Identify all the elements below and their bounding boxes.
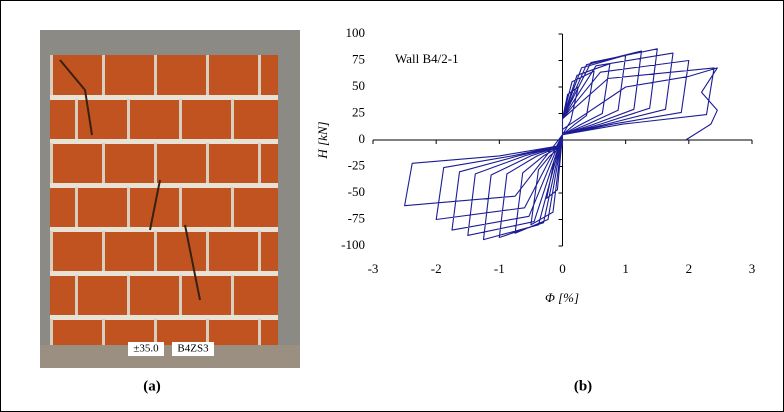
photo: ±35.0 B4ZS3 — [40, 30, 300, 368]
x-tick-label: -1 — [494, 261, 505, 276]
y-tick-label: 75 — [352, 51, 365, 66]
mortar-head — [50, 319, 53, 359]
mortar-head — [154, 319, 157, 359]
photo-label: B4ZS3 — [177, 343, 209, 355]
mortar-head — [154, 143, 157, 183]
x-tick-label: 2 — [686, 261, 693, 276]
y-tick-label: 25 — [352, 104, 365, 119]
y-axis-label: H [kN] — [315, 121, 330, 159]
x-tick-label: 1 — [622, 261, 629, 276]
label-box — [128, 342, 164, 356]
mortar-head — [206, 319, 209, 359]
mortar-head — [206, 231, 209, 271]
mortar-bed — [50, 95, 278, 100]
mortar-head — [50, 143, 53, 183]
mortar-bed — [50, 271, 278, 276]
y-tick-label: 0 — [359, 131, 366, 146]
mortar-head — [258, 55, 261, 95]
mortar-head — [50, 55, 53, 95]
mortar-head — [258, 231, 261, 271]
y-tick-label: 50 — [352, 78, 365, 93]
mortar-head — [127, 275, 130, 315]
cracks — [59, 59, 201, 301]
mortar-head — [127, 99, 130, 139]
mortar-head — [154, 231, 157, 271]
y-tick-label: -75 — [348, 210, 365, 225]
mortar-bed — [50, 183, 278, 188]
mortar-head — [179, 99, 182, 139]
mortar-bed — [50, 227, 278, 232]
mortar-head — [231, 275, 234, 315]
hysteresis-curve — [404, 48, 718, 241]
mortar-head — [179, 187, 182, 227]
mortar-head — [102, 55, 105, 95]
x-tick-label: 3 — [749, 261, 756, 276]
y-tick-label: -25 — [348, 157, 365, 172]
mortar-head — [258, 143, 261, 183]
mortar-head — [127, 187, 130, 227]
mortar-head — [258, 319, 261, 359]
y-tick-label: 100 — [346, 25, 366, 40]
photo-label: ±35.0 — [133, 343, 159, 355]
mortar-head — [102, 231, 105, 271]
label-box — [172, 342, 214, 356]
x-tick-label: 0 — [559, 261, 566, 276]
caption: (a) — [143, 378, 161, 394]
x-tick-label: -3 — [368, 261, 379, 276]
mortar-head — [231, 187, 234, 227]
mortar-head — [50, 231, 53, 271]
mortar-head — [231, 99, 234, 139]
floor — [40, 345, 300, 368]
y-tick-label: -50 — [348, 184, 365, 199]
mortar-bed — [50, 139, 278, 144]
mortar-head — [75, 187, 78, 227]
x-axis-label: Φ [%] — [545, 290, 579, 305]
y-tick-label: -100 — [341, 237, 365, 252]
x-tick-label: -2 — [431, 261, 442, 276]
mortar-head — [75, 99, 78, 139]
mortar-bed — [50, 315, 278, 320]
annotation: Wall B4/2-1 — [395, 51, 459, 66]
mortar-head — [206, 55, 209, 95]
mortar-head — [206, 143, 209, 183]
mortar-head — [102, 319, 105, 359]
mortar-head — [179, 275, 182, 315]
caption: (b) — [574, 378, 592, 394]
mortar-head — [154, 55, 157, 95]
mortar-head — [102, 143, 105, 183]
mortar-head — [75, 275, 78, 315]
